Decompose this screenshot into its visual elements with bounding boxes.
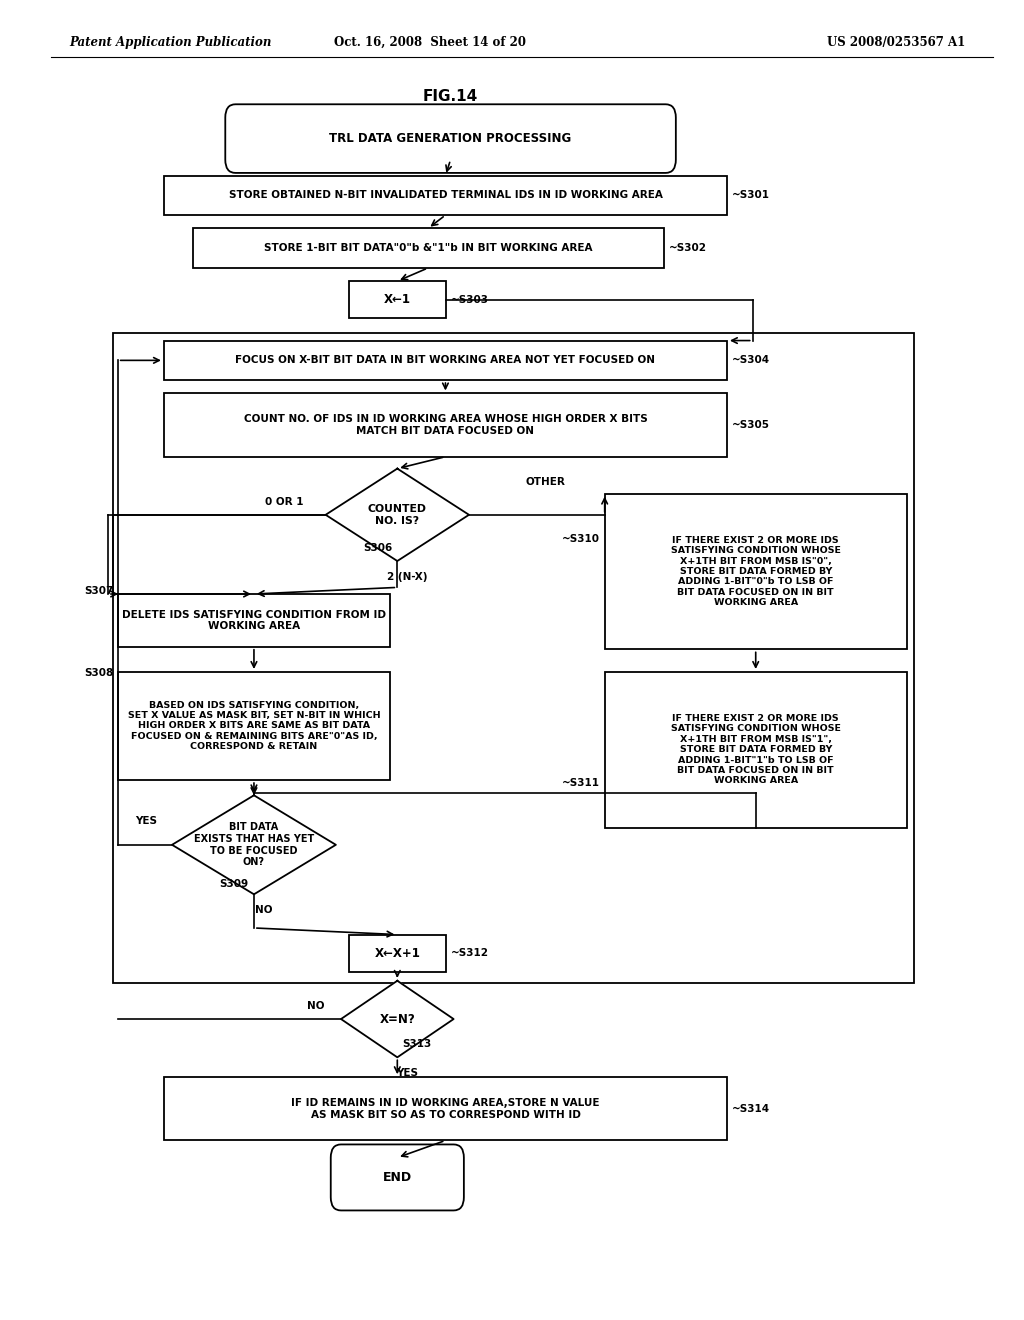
Text: IF THERE EXIST 2 OR MORE IDS
SATISFYING CONDITION WHOSE
X+1TH BIT FROM MSB IS"0": IF THERE EXIST 2 OR MORE IDS SATISFYING … xyxy=(671,536,841,607)
Text: S308: S308 xyxy=(84,668,113,678)
Bar xyxy=(113,333,914,983)
Text: ~S301: ~S301 xyxy=(732,190,770,201)
Text: Oct. 16, 2008  Sheet 14 of 20: Oct. 16, 2008 Sheet 14 of 20 xyxy=(334,36,526,49)
Bar xyxy=(164,341,727,380)
Text: ~S302: ~S302 xyxy=(669,243,707,253)
Bar xyxy=(193,228,664,268)
Text: ~S312: ~S312 xyxy=(451,948,489,958)
Text: TRL DATA GENERATION PROCESSING: TRL DATA GENERATION PROCESSING xyxy=(330,132,571,145)
Polygon shape xyxy=(341,981,454,1057)
Text: 0 OR 1: 0 OR 1 xyxy=(265,496,304,507)
Polygon shape xyxy=(172,795,336,895)
Text: ~S303: ~S303 xyxy=(451,294,489,305)
Text: S306: S306 xyxy=(362,543,392,553)
Text: US 2008/0253567 A1: US 2008/0253567 A1 xyxy=(826,36,966,49)
Text: ~S304: ~S304 xyxy=(732,355,770,366)
Text: DELETE IDS SATISFYING CONDITION FROM ID
WORKING AREA: DELETE IDS SATISFYING CONDITION FROM ID … xyxy=(122,610,386,631)
Bar xyxy=(118,594,389,647)
Text: X←X+1: X←X+1 xyxy=(375,946,420,960)
Text: 2 (N-X): 2 (N-X) xyxy=(387,572,428,582)
Text: Patent Application Publication: Patent Application Publication xyxy=(70,36,272,49)
Text: ~S314: ~S314 xyxy=(732,1104,770,1114)
Bar xyxy=(348,281,446,318)
Text: OTHER: OTHER xyxy=(526,477,565,487)
Bar xyxy=(164,1077,727,1140)
Text: FOCUS ON X-BIT BIT DATA IN BIT WORKING AREA NOT YET FOCUSED ON: FOCUS ON X-BIT BIT DATA IN BIT WORKING A… xyxy=(236,355,655,366)
Text: X←1: X←1 xyxy=(384,293,411,306)
Text: NO: NO xyxy=(306,1001,325,1011)
Bar xyxy=(118,672,389,780)
Bar xyxy=(348,935,446,972)
Text: BIT DATA
EXISTS THAT HAS YET
TO BE FOCUSED
ON?: BIT DATA EXISTS THAT HAS YET TO BE FOCUS… xyxy=(194,822,314,867)
FancyBboxPatch shape xyxy=(331,1144,464,1210)
Text: S313: S313 xyxy=(402,1039,432,1049)
Text: S309: S309 xyxy=(220,879,249,888)
Text: NO: NO xyxy=(255,906,273,915)
Text: FIG.14: FIG.14 xyxy=(423,88,478,104)
Bar xyxy=(604,672,907,828)
Text: STORE OBTAINED N-BIT INVALIDATED TERMINAL IDS IN ID WORKING AREA: STORE OBTAINED N-BIT INVALIDATED TERMINA… xyxy=(228,190,663,201)
Text: X=N?: X=N? xyxy=(380,1012,415,1026)
Text: BASED ON IDS SATISFYING CONDITION,
SET X VALUE AS MASK BIT, SET N-BIT IN WHICH
H: BASED ON IDS SATISFYING CONDITION, SET X… xyxy=(128,701,380,751)
Text: YES: YES xyxy=(396,1068,419,1078)
Text: S307: S307 xyxy=(84,586,113,597)
Text: IF THERE EXIST 2 OR MORE IDS
SATISFYING CONDITION WHOSE
X+1TH BIT FROM MSB IS"1": IF THERE EXIST 2 OR MORE IDS SATISFYING … xyxy=(671,714,841,785)
Bar xyxy=(164,393,727,457)
Polygon shape xyxy=(326,469,469,561)
Text: STORE 1-BIT BIT DATA"0"b &"1"b IN BIT WORKING AREA: STORE 1-BIT BIT DATA"0"b &"1"b IN BIT WO… xyxy=(264,243,592,253)
Text: COUNT NO. OF IDS IN ID WORKING AREA WHOSE HIGH ORDER X BITS
MATCH BIT DATA FOCUS: COUNT NO. OF IDS IN ID WORKING AREA WHOS… xyxy=(244,414,647,436)
Bar xyxy=(164,176,727,215)
Text: ~S310: ~S310 xyxy=(561,533,600,544)
FancyBboxPatch shape xyxy=(225,104,676,173)
Text: IF ID REMAINS IN ID WORKING AREA,STORE N VALUE
AS MASK BIT SO AS TO CORRESPOND W: IF ID REMAINS IN ID WORKING AREA,STORE N… xyxy=(291,1098,600,1119)
Text: YES: YES xyxy=(135,816,158,826)
Text: ~S311: ~S311 xyxy=(561,777,600,788)
Text: END: END xyxy=(383,1171,412,1184)
Bar xyxy=(604,494,907,649)
Text: COUNTED
NO. IS?: COUNTED NO. IS? xyxy=(368,504,427,525)
Text: ~S305: ~S305 xyxy=(732,420,770,430)
